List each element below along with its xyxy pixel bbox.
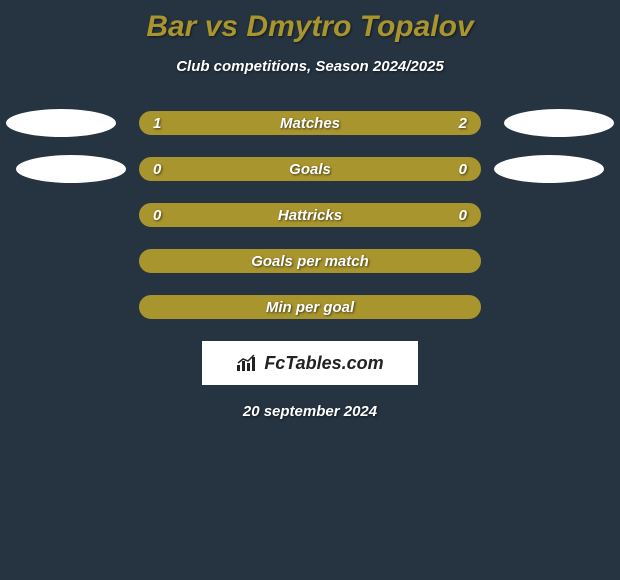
subtitle: Club competitions, Season 2024/2025: [0, 58, 620, 75]
stat-value-right: 0: [459, 161, 467, 178]
page-title: Bar vs Dmytro Topalov: [0, 0, 620, 44]
stat-label: Goals: [141, 161, 479, 178]
title-player1: Bar: [146, 10, 196, 43]
stat-value-left: 0: [153, 161, 161, 178]
footer-logo-text: FcTables.com: [264, 353, 383, 374]
footer-logo[interactable]: FcTables.com: [202, 341, 418, 385]
stat-label: Hattricks: [141, 207, 479, 224]
stat-row: Goals0 0: [0, 157, 620, 181]
stat-bar: Matches1 2: [139, 111, 481, 135]
title-player2: Dmytro Topalov: [246, 10, 473, 43]
title-vs: vs: [196, 10, 246, 43]
stat-bar: Goals per match: [139, 249, 481, 273]
bars-icon: [236, 354, 258, 372]
stat-label: Matches: [141, 115, 479, 132]
stat-bar: Goals0 0: [139, 157, 481, 181]
stat-rows: Matches12Goals00Hattricks00Goals per mat…: [0, 111, 620, 319]
stat-value-left: 1: [153, 115, 161, 132]
player-left-marker: [6, 109, 116, 137]
stat-bar: Min per goal: [139, 295, 481, 319]
player-right-marker: [504, 109, 614, 137]
player-left-marker: [16, 155, 126, 183]
stat-bar: Hattricks0 0: [139, 203, 481, 227]
stat-row: Min per goal: [0, 295, 620, 319]
stat-row: Goals per match: [0, 249, 620, 273]
stat-label: Min per goal: [141, 299, 479, 316]
stat-label: Goals per match: [141, 253, 479, 270]
player-right-marker: [494, 155, 604, 183]
stat-row: Hattricks0 0: [0, 203, 620, 227]
stat-value-left: 0: [153, 207, 161, 224]
footer-date: 20 september 2024: [0, 403, 620, 420]
stat-row: Matches1 2: [0, 111, 620, 135]
stat-value-right: 2: [459, 115, 467, 132]
stat-value-right: 0: [459, 207, 467, 224]
